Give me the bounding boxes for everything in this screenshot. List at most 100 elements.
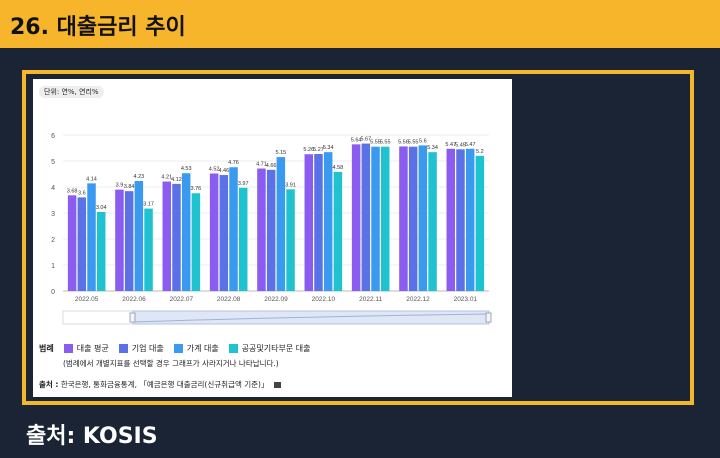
data-label: 3.17 bbox=[143, 202, 154, 208]
x-tick-label: 2022.11 bbox=[359, 296, 382, 303]
data-label: 3.97 bbox=[238, 181, 249, 187]
data-label: 3.76 bbox=[191, 186, 202, 192]
legend-label: 공공및기타부문 대출 bbox=[241, 344, 311, 353]
bar bbox=[162, 181, 172, 291]
slider-handle-left bbox=[129, 312, 136, 323]
bar bbox=[465, 148, 475, 291]
y-tick-label: 4 bbox=[51, 185, 55, 192]
y-tick-label: 2 bbox=[51, 237, 55, 244]
bar bbox=[304, 154, 314, 291]
bar bbox=[134, 181, 144, 291]
bar bbox=[333, 171, 343, 291]
data-label: 5.27 bbox=[313, 147, 324, 153]
data-label: 3.6 bbox=[78, 190, 86, 196]
bar bbox=[380, 146, 390, 291]
data-label: 5.26 bbox=[303, 147, 314, 153]
data-label: 4.66 bbox=[266, 163, 277, 169]
bar bbox=[323, 152, 333, 291]
data-label: 5.67 bbox=[360, 137, 371, 143]
data-label: 5.55 bbox=[408, 140, 419, 146]
y-tick-label: 0 bbox=[51, 289, 55, 296]
bar bbox=[209, 173, 219, 291]
data-label: 4.14 bbox=[86, 176, 97, 182]
source-text: 한국은행, 통화금융통계, 「예금은행 대출금리(신규취급액 기준)」 bbox=[60, 380, 269, 389]
legend-swatch bbox=[118, 344, 128, 353]
x-tick-label: 2023.01 bbox=[454, 296, 478, 303]
source-row: 출처 : 한국은행, 통화금융통계, 「예금은행 대출금리(신규취급액 기준)」 bbox=[39, 379, 281, 390]
legend-label: 대출 평균 bbox=[76, 344, 109, 353]
bar bbox=[191, 193, 201, 291]
data-label: 5.34 bbox=[323, 145, 334, 151]
title-bar: 26. 대출금리 추이 bbox=[0, 0, 720, 48]
data-label: 3.04 bbox=[96, 205, 107, 211]
chart-frame bbox=[22, 70, 694, 405]
axis-layer: 0 1 2 3 4 5 6 2022.05 2022.06 2022.07 2022.08 2022.… bbox=[51, 133, 477, 303]
bar bbox=[219, 175, 229, 291]
bar bbox=[266, 169, 276, 291]
bar bbox=[399, 146, 408, 291]
bar bbox=[408, 146, 418, 291]
x-tick-label: 2022.05 bbox=[75, 296, 99, 303]
data-label: 3.91 bbox=[285, 182, 296, 188]
x-tick-label: 2022.06 bbox=[122, 296, 146, 303]
bar bbox=[144, 208, 153, 291]
bar-chart: 3.68 3.6 4.14 3.04 3.9 3.84 4.23 3.17 4.214.12 4.… bbox=[51, 133, 492, 325]
bar bbox=[446, 148, 456, 291]
bar bbox=[96, 211, 106, 291]
bar bbox=[238, 187, 248, 291]
data-label: 5.2 bbox=[476, 149, 484, 155]
data-label: 4.21 bbox=[161, 175, 172, 181]
legend-label: 가계 대출 bbox=[186, 344, 219, 353]
range-slider[interactable] bbox=[62, 310, 492, 325]
data-label: 4.46 bbox=[218, 168, 229, 174]
legend-item-household[interactable]: 가계 대출 bbox=[173, 343, 219, 354]
data-label: 4.23 bbox=[133, 174, 144, 180]
legend-item-public[interactable]: 공공및기타부문 대출 bbox=[228, 343, 311, 354]
data-label: 5.6 bbox=[419, 138, 427, 144]
x-tick-label: 2022.07 bbox=[170, 296, 194, 303]
bar bbox=[172, 183, 181, 291]
y-tick-label: 5 bbox=[51, 159, 55, 166]
bar bbox=[351, 144, 361, 291]
unit-label: 단위: 연%, 연리% bbox=[39, 86, 104, 98]
legend-note: (범례에서 개별지표를 선택할 경우 그래프가 사라지거나 나타납니다.) bbox=[63, 359, 279, 368]
bar-layer bbox=[67, 143, 485, 291]
data-label: 5.64 bbox=[351, 137, 362, 143]
bar bbox=[475, 155, 485, 291]
legend-swatch bbox=[228, 344, 238, 353]
print-icon[interactable] bbox=[273, 382, 281, 388]
bar bbox=[181, 173, 191, 291]
source-label: 출처 : bbox=[39, 380, 59, 389]
bar bbox=[286, 189, 295, 291]
legend-item-avg[interactable]: 대출 평균 bbox=[63, 343, 109, 354]
x-tick-label: 2022.09 bbox=[264, 296, 288, 303]
bar bbox=[276, 157, 286, 291]
data-label: 4.58 bbox=[333, 165, 344, 171]
bar bbox=[371, 146, 380, 291]
data-label: 4.76 bbox=[228, 160, 239, 166]
data-label: 5.55 bbox=[380, 140, 391, 146]
data-label: 5.15 bbox=[275, 150, 286, 156]
legend-swatch bbox=[173, 344, 183, 353]
legend-item-corporate[interactable]: 기업 대출 bbox=[118, 343, 164, 354]
bar bbox=[361, 143, 371, 291]
bar bbox=[124, 191, 134, 291]
data-label: 5.55 bbox=[370, 140, 381, 146]
data-label: 5.47 bbox=[465, 142, 476, 148]
data-label: 5.56 bbox=[398, 139, 409, 145]
x-tick-label: 2022.12 bbox=[406, 296, 430, 303]
data-label: 5.45 bbox=[455, 142, 466, 148]
bar bbox=[115, 189, 124, 291]
bar bbox=[428, 152, 437, 291]
x-tick-label: 2022.10 bbox=[312, 296, 336, 303]
legend-swatch bbox=[63, 344, 73, 353]
bar bbox=[418, 145, 428, 291]
data-label-layer: 3.68 3.6 4.14 3.04 3.9 3.84 4.23 3.17 4.214.12 4.… bbox=[67, 137, 484, 211]
grid-layer bbox=[63, 134, 489, 292]
slider-handle-right bbox=[485, 312, 492, 323]
chart-panel: 단위: 연%, 연리% 3.68 3.6 4.14 3.04 3.9 3.84 4.23 3.… bbox=[33, 79, 512, 397]
data-label: 4.71 bbox=[256, 162, 267, 168]
x-tick-label: 2022.08 bbox=[217, 296, 241, 303]
data-label: 4.53 bbox=[181, 166, 192, 172]
y-tick-label: 3 bbox=[51, 211, 55, 218]
